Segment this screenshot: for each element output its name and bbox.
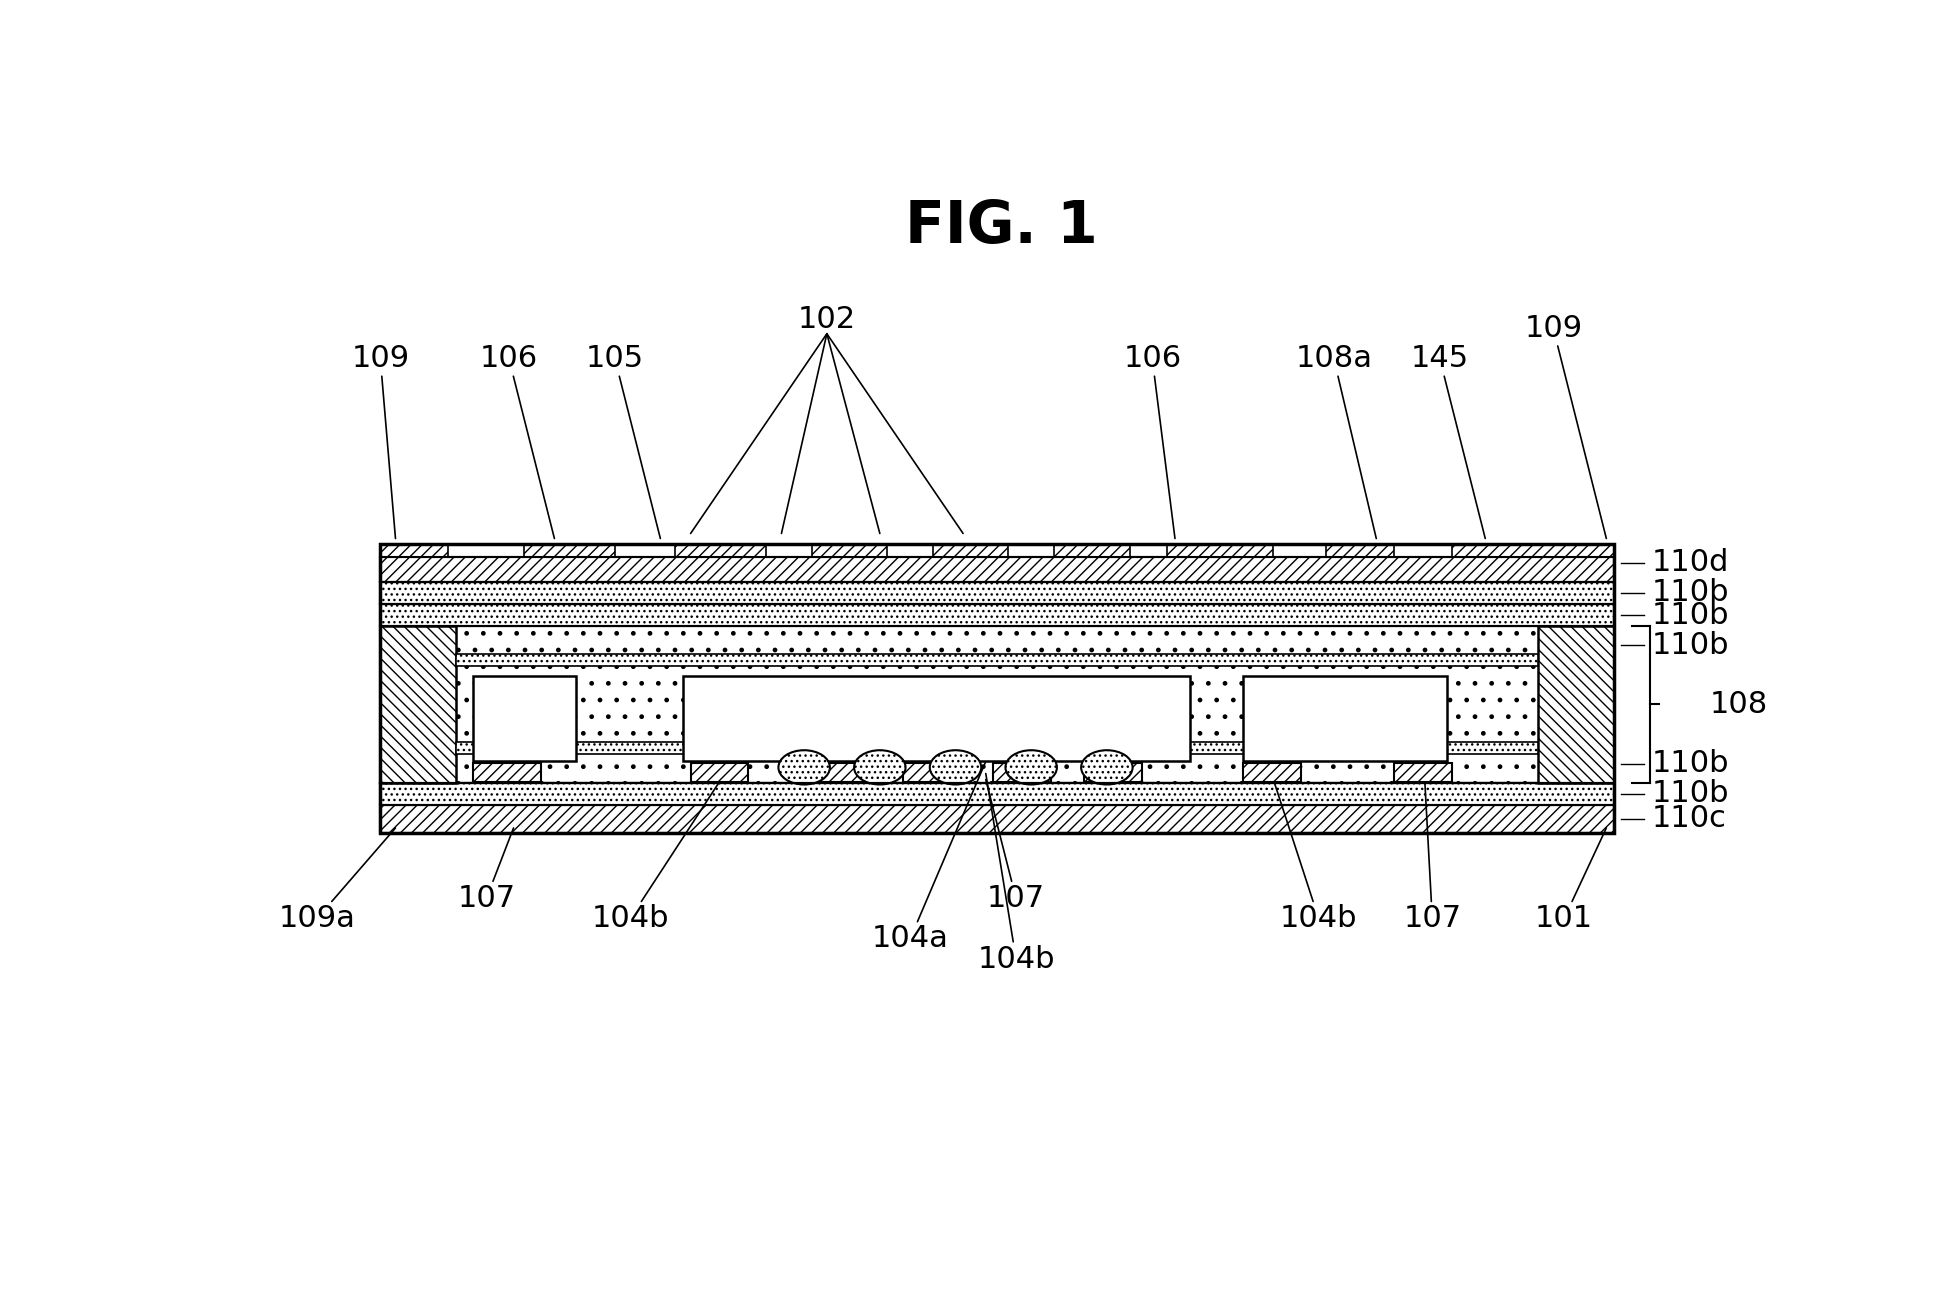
Bar <box>994 764 1051 782</box>
Circle shape <box>779 751 830 785</box>
Circle shape <box>1006 751 1057 785</box>
Text: 110b: 110b <box>1652 779 1728 808</box>
Text: 108a: 108a <box>1295 345 1377 538</box>
Bar <box>676 544 766 557</box>
Bar <box>812 544 887 557</box>
Circle shape <box>853 751 906 785</box>
Text: 110b: 110b <box>1652 601 1728 630</box>
Text: 104b: 104b <box>1273 779 1357 933</box>
Text: 101: 101 <box>1535 828 1605 933</box>
Text: 104a: 104a <box>871 755 988 954</box>
Text: 107: 107 <box>1402 779 1461 933</box>
Bar <box>457 655 1539 667</box>
Bar <box>1242 764 1301 782</box>
Text: 110d: 110d <box>1652 548 1728 578</box>
Circle shape <box>930 751 980 785</box>
Text: 109: 109 <box>1523 314 1605 538</box>
Bar <box>381 782 1613 804</box>
Bar <box>381 804 1613 833</box>
Bar <box>381 626 1613 782</box>
Bar <box>381 557 1613 582</box>
Bar <box>381 626 457 782</box>
Text: 110b: 110b <box>1652 749 1728 778</box>
Text: 110b: 110b <box>1652 630 1728 659</box>
Bar <box>1055 544 1129 557</box>
Bar <box>1168 544 1273 557</box>
Text: 102: 102 <box>797 305 855 334</box>
Text: 108: 108 <box>1709 690 1767 719</box>
Bar <box>812 764 869 782</box>
Text: FIG. 1: FIG. 1 <box>904 198 1098 254</box>
Bar <box>381 604 1613 626</box>
Bar <box>691 764 748 782</box>
Bar <box>473 676 576 761</box>
Bar <box>1084 764 1143 782</box>
Bar <box>1394 764 1451 782</box>
Circle shape <box>1082 751 1133 785</box>
Text: 106: 106 <box>480 345 555 538</box>
Bar <box>457 743 1539 755</box>
Bar <box>902 764 961 782</box>
Bar <box>1242 676 1447 761</box>
Bar <box>473 764 541 782</box>
Bar <box>381 544 1613 833</box>
Bar <box>381 582 1613 604</box>
Bar <box>934 544 1008 557</box>
Text: 105: 105 <box>586 345 660 538</box>
Text: 104b: 104b <box>592 779 721 933</box>
Text: 104b: 104b <box>976 773 1055 973</box>
Bar <box>684 676 1189 761</box>
Bar <box>523 544 615 557</box>
Text: 109a: 109a <box>279 828 395 933</box>
Bar <box>1326 544 1394 557</box>
Text: 109: 109 <box>352 345 410 538</box>
Bar <box>381 544 449 557</box>
Text: 110c: 110c <box>1652 804 1726 833</box>
Bar <box>1451 544 1613 557</box>
Text: 106: 106 <box>1123 345 1182 538</box>
Bar <box>1539 626 1613 782</box>
Text: 145: 145 <box>1410 345 1484 538</box>
Text: 107: 107 <box>457 828 516 913</box>
Text: 110b: 110b <box>1652 579 1728 608</box>
Text: 107: 107 <box>986 779 1045 913</box>
